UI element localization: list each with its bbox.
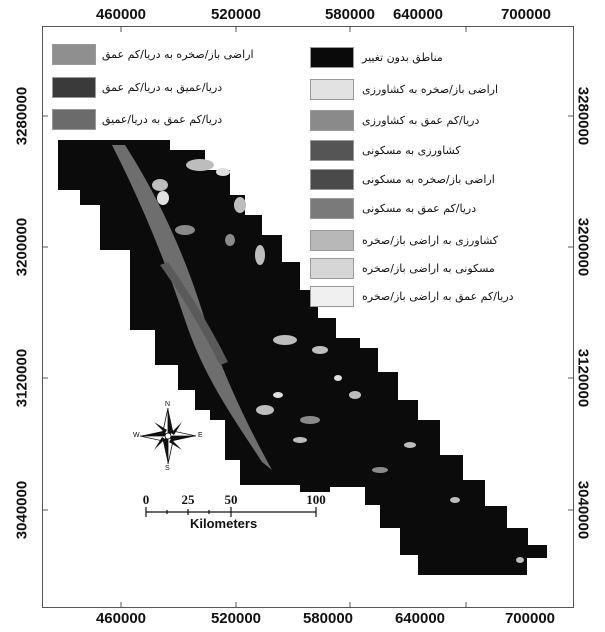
legend-item: مسکونی به اراضی باز/صخره bbox=[310, 258, 495, 279]
x-tick-bottom: 640000 bbox=[394, 610, 446, 627]
x-tick-top: 640000 bbox=[392, 6, 444, 23]
scale-label: 50 bbox=[224, 492, 238, 507]
legend-label: دریا/کم عمق به کشاورزی bbox=[362, 114, 480, 127]
change-patches bbox=[152, 159, 524, 563]
west-label: W bbox=[133, 432, 140, 439]
scale-bar-ruler bbox=[145, 507, 317, 517]
legend-swatch bbox=[310, 140, 354, 161]
x-tick-top: 460000 bbox=[95, 6, 147, 23]
x-tick-top: 580000 bbox=[324, 6, 376, 23]
legend-item: کشاورزی به اراضی باز/صخره bbox=[310, 230, 498, 251]
coast-strip bbox=[160, 262, 228, 365]
x-tick-bottom: 520000 bbox=[210, 610, 262, 627]
scale-label: 0 bbox=[142, 492, 150, 507]
scale-unit: Kilometers bbox=[190, 516, 258, 531]
scale-label: 100 bbox=[306, 492, 326, 507]
legend-label: دریا/کم عمق به دریا/عمیق bbox=[102, 113, 223, 126]
legend-item: اراضی باز/صخره به مسکونی bbox=[310, 169, 495, 190]
legend-label: مسکونی به اراضی باز/صخره bbox=[362, 262, 495, 275]
north-arrow bbox=[139, 407, 197, 465]
legend-item: اراضی باز/صخره به دریا/کم عمق bbox=[52, 44, 254, 65]
legend-swatch bbox=[310, 286, 354, 307]
north-label: N bbox=[165, 401, 171, 408]
legend-item: دریا/کم عمق به دریا/عمیق bbox=[52, 109, 222, 130]
legend-item: اراضی باز/صخره به کشاورزی bbox=[310, 79, 498, 100]
south-label: S bbox=[165, 465, 170, 472]
scale-label: 25 bbox=[181, 492, 195, 507]
legend-label: اراضی باز/صخره به دریا/کم عمق bbox=[102, 48, 254, 61]
legend-swatch bbox=[310, 258, 354, 279]
legend-label: دریا/کم عمق به مسکونی bbox=[362, 202, 477, 215]
legend-label: دریا/عمیق به دریا/کم عمق bbox=[102, 81, 223, 94]
legend-swatch bbox=[310, 47, 354, 68]
x-tick-top: 520000 bbox=[210, 6, 262, 23]
map-frame bbox=[42, 26, 574, 608]
frame-ticks bbox=[42, 26, 574, 608]
legend-label: دریا/کم عمق به اراضی باز/صخره bbox=[362, 290, 514, 303]
legend-label: مناطق بدون تغییر bbox=[362, 51, 443, 64]
legend-swatch bbox=[52, 44, 96, 65]
legend-swatch bbox=[310, 198, 354, 219]
mid-patches bbox=[175, 225, 388, 473]
legend-swatch bbox=[52, 77, 96, 98]
study-area bbox=[58, 140, 547, 575]
legend-label: کشاورزی به اراضی باز/صخره bbox=[362, 234, 499, 247]
x-tick-top: 700000 bbox=[500, 6, 552, 23]
legend-item: دریا/عمیق به دریا/کم عمق bbox=[52, 77, 222, 98]
legend-label: اراضی باز/صخره به کشاورزی bbox=[362, 83, 499, 96]
legend-item: دریا/کم عمق به اراضی باز/صخره bbox=[310, 286, 514, 307]
east-label: E bbox=[198, 432, 203, 439]
legend-swatch bbox=[310, 110, 354, 131]
light-patches bbox=[157, 168, 342, 398]
legend-item: کشاورزی به مسکونی bbox=[310, 140, 461, 161]
legend-item: مناطق بدون تغییر bbox=[310, 47, 443, 68]
x-tick-bottom: 460000 bbox=[95, 610, 147, 627]
legend-label: اراضی باز/صخره به مسکونی bbox=[362, 173, 495, 186]
legend-item: دریا/کم عمق به کشاورزی bbox=[310, 110, 479, 131]
legend-label: کشاورزی به مسکونی bbox=[362, 144, 461, 157]
legend-swatch bbox=[310, 169, 354, 190]
legend-swatch bbox=[52, 109, 96, 130]
legend-swatch bbox=[310, 230, 354, 251]
legend-item: دریا/کم عمق به مسکونی bbox=[310, 198, 476, 219]
x-tick-bottom: 580000 bbox=[302, 610, 354, 627]
legend-swatch bbox=[310, 79, 354, 100]
x-tick-bottom: 700000 bbox=[504, 610, 556, 627]
